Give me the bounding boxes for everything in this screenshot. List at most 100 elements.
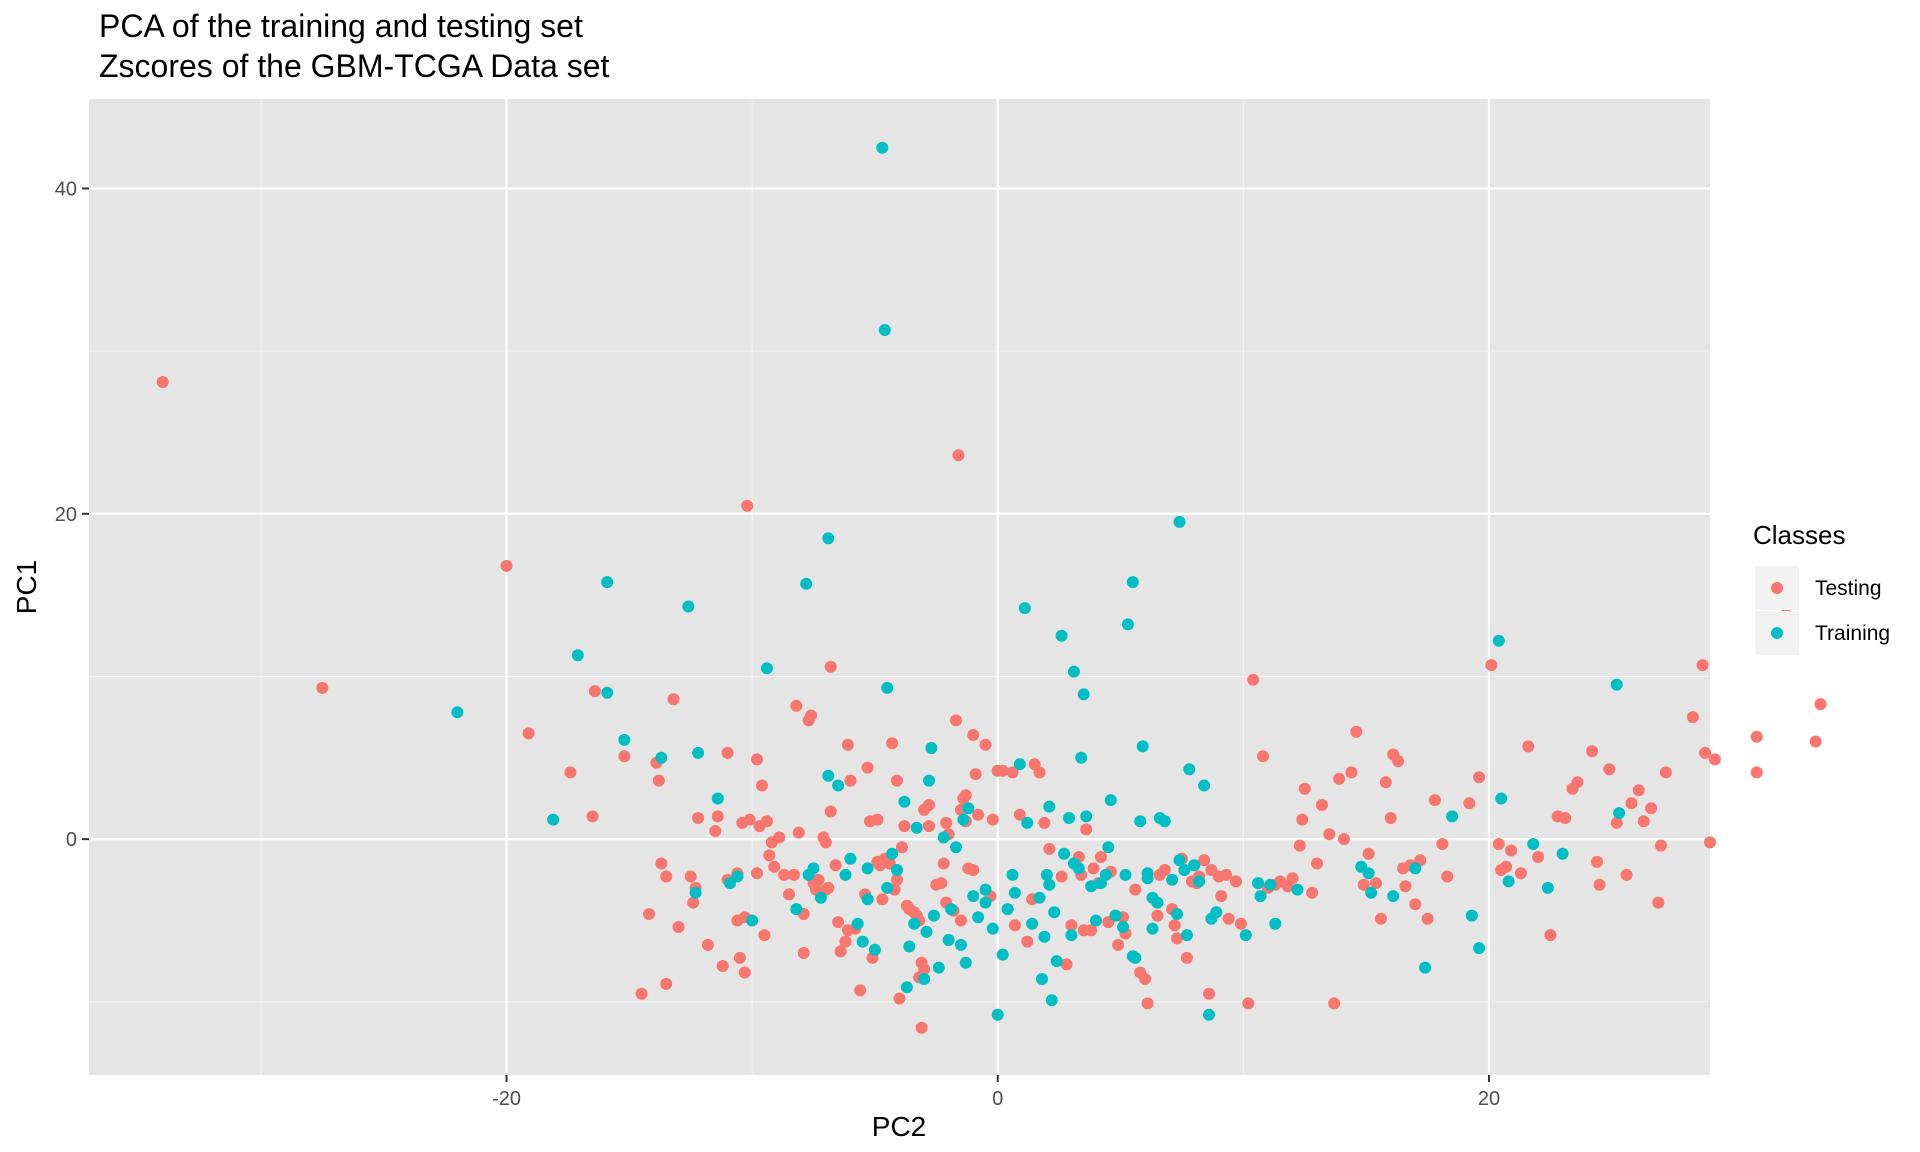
data-point	[972, 808, 985, 821]
data-point	[1072, 862, 1085, 875]
data-point	[1362, 847, 1375, 860]
data-point	[1298, 782, 1311, 795]
data-point	[871, 813, 884, 826]
data-point	[923, 820, 935, 833]
legend-title: Classes	[1753, 520, 1845, 550]
data-point	[812, 873, 825, 886]
data-point	[996, 948, 1009, 961]
data-point	[701, 938, 714, 951]
data-point	[1008, 919, 1021, 932]
data-point	[925, 742, 938, 754]
data-point	[893, 992, 906, 1005]
data-point	[1500, 860, 1513, 873]
data-point	[1121, 618, 1134, 631]
data-point	[773, 831, 786, 844]
data-point	[1379, 776, 1392, 789]
data-point	[1350, 725, 1363, 738]
data-point	[1055, 629, 1068, 642]
data-point	[1365, 886, 1378, 899]
data-point	[1620, 868, 1633, 881]
data-point	[1610, 816, 1623, 829]
data-point	[1036, 973, 1048, 985]
data-point	[787, 868, 800, 881]
data-point	[571, 649, 584, 662]
data-point	[1198, 854, 1211, 867]
chart-subtitle: Zscores of the GBM-TCGA Data set	[99, 48, 609, 84]
data-point	[738, 966, 751, 979]
data-point	[1239, 929, 1252, 942]
data-point	[1171, 932, 1183, 945]
data-point	[979, 883, 992, 896]
data-point	[918, 973, 931, 985]
data-point	[952, 449, 965, 462]
data-point	[1392, 755, 1405, 768]
legend-marker	[1771, 627, 1783, 639]
data-point	[1311, 857, 1323, 870]
data-point	[711, 810, 724, 823]
data-point	[876, 893, 889, 906]
data-point	[588, 685, 601, 698]
data-point	[1696, 659, 1709, 672]
data-point	[1473, 771, 1486, 784]
data-point	[1104, 794, 1117, 807]
data-point	[822, 769, 835, 782]
data-point	[991, 1008, 1004, 1021]
x-tick-label: 0	[992, 1088, 1003, 1110]
data-point	[1399, 880, 1412, 893]
data-point	[861, 761, 874, 774]
data-point	[1183, 763, 1196, 776]
data-point	[1033, 766, 1046, 779]
data-point	[721, 746, 734, 759]
data-point	[660, 977, 673, 990]
data-point	[1139, 973, 1152, 985]
data-point	[972, 911, 985, 924]
data-point	[741, 499, 754, 512]
data-point	[790, 699, 803, 712]
data-point	[1421, 912, 1434, 925]
x-tick-label: 20	[1478, 1088, 1500, 1110]
data-point	[1686, 711, 1699, 724]
data-point	[635, 987, 648, 1000]
data-point	[986, 922, 999, 935]
data-point	[731, 870, 744, 883]
data-point	[1043, 878, 1056, 891]
data-point	[1038, 816, 1051, 829]
data-point	[834, 945, 847, 958]
data-point	[500, 559, 513, 572]
data-point	[937, 831, 950, 844]
data-point	[967, 729, 980, 741]
data-point	[618, 750, 631, 763]
data-point	[758, 929, 771, 942]
data-point	[451, 706, 464, 719]
data-point	[1055, 870, 1068, 883]
x-tick-label: -20	[492, 1088, 521, 1110]
data-point	[822, 532, 835, 545]
data-point	[1045, 994, 1058, 1007]
data-point	[962, 802, 975, 815]
data-point	[1708, 753, 1721, 766]
data-point	[1173, 515, 1186, 528]
data-point	[655, 857, 668, 870]
data-point	[1013, 808, 1026, 821]
data-point	[1141, 997, 1154, 1010]
data-point	[1203, 1008, 1215, 1021]
data-point	[886, 737, 899, 750]
chart-title: PCA of the training and testing set	[99, 8, 583, 44]
data-point	[844, 774, 857, 787]
data-point	[950, 714, 962, 727]
data-point	[1338, 833, 1350, 846]
legend-items: Testing Training	[1755, 566, 1890, 655]
data-point	[760, 815, 773, 828]
data-point	[1809, 735, 1822, 748]
data-point	[891, 774, 903, 787]
data-point	[800, 577, 813, 590]
data-point	[935, 877, 948, 890]
data-point	[1463, 797, 1476, 810]
data-point	[1230, 875, 1242, 888]
data-point	[672, 921, 685, 933]
data-point	[851, 917, 864, 930]
data-point	[1215, 890, 1228, 903]
data-point	[915, 1021, 928, 1034]
data-point	[1637, 815, 1650, 828]
data-point	[601, 686, 614, 699]
